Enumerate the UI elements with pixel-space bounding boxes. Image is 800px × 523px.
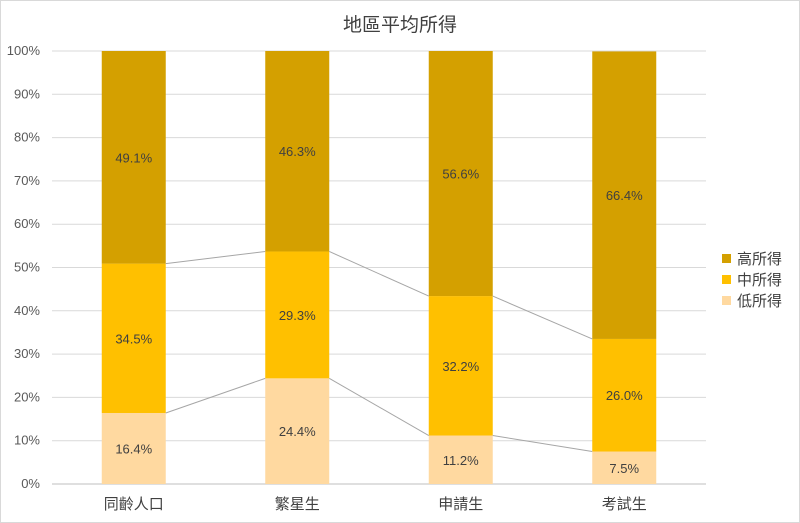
data-label: 16.4%: [115, 441, 152, 456]
series-line: [329, 377, 429, 436]
series-line: [329, 251, 429, 297]
chart-title: 地區平均所得: [342, 14, 457, 36]
bar-segment: [101, 263, 166, 413]
y-tick-label: 100%: [7, 43, 41, 58]
y-tick-label: 80%: [14, 130, 40, 145]
series-line: [165, 250, 266, 265]
series-line: [492, 435, 593, 453]
legend-item: 高所得: [722, 248, 782, 269]
bar-segment: [428, 435, 493, 484]
legend-item: 中所得: [722, 269, 782, 290]
data-label: 34.5%: [115, 331, 152, 346]
y-tick-label: 60%: [14, 216, 40, 231]
bar-segment: [265, 51, 330, 252]
y-tick-label: 50%: [14, 260, 40, 275]
legend-item: 低所得: [722, 290, 782, 311]
y-tick-label: 20%: [14, 389, 40, 404]
bar-segment: [265, 251, 330, 379]
data-label: 66.4%: [606, 188, 643, 203]
data-label: 32.2%: [442, 359, 479, 374]
y-tick-label: 0%: [21, 476, 40, 491]
data-label: 26.0%: [606, 388, 643, 403]
data-label: 46.3%: [279, 144, 316, 159]
series-line: [165, 377, 266, 414]
bar-segment: [592, 338, 657, 452]
y-tick-label: 40%: [14, 303, 40, 318]
bar-segment: [101, 412, 166, 484]
y-tick-label: 90%: [14, 86, 40, 101]
data-label: 56.6%: [442, 167, 479, 182]
bar-segment: [265, 378, 330, 484]
bar-segment: [592, 51, 657, 339]
series-line: [492, 295, 593, 340]
data-label: 24.4%: [279, 424, 316, 439]
legend-label: 高所得: [737, 250, 783, 268]
legend-label: 中所得: [737, 271, 783, 289]
legend-swatch: [722, 254, 731, 263]
x-category-label: 繁星生: [275, 495, 320, 513]
bar-segment: [428, 296, 493, 436]
x-category-label: 考試生: [602, 495, 647, 513]
bar-segment: [101, 51, 166, 264]
bar-segment: [592, 451, 657, 484]
x-category-label: 同齡人口: [104, 495, 164, 513]
bar-segment: [428, 51, 493, 297]
data-label: 7.5%: [609, 461, 639, 476]
data-label: 49.1%: [115, 150, 152, 165]
y-tick-label: 70%: [14, 173, 40, 188]
legend-label: 低所得: [737, 292, 783, 310]
data-label: 29.3%: [279, 308, 316, 323]
y-tick-label: 10%: [14, 433, 40, 448]
x-category-label: 申請生: [438, 495, 483, 513]
legend-swatch: [722, 296, 731, 305]
legend-swatch: [722, 275, 731, 284]
y-tick-label: 30%: [14, 346, 40, 361]
data-label: 11.2%: [443, 453, 479, 468]
chart-legend: 高所得 中所得 低所得: [722, 248, 782, 311]
